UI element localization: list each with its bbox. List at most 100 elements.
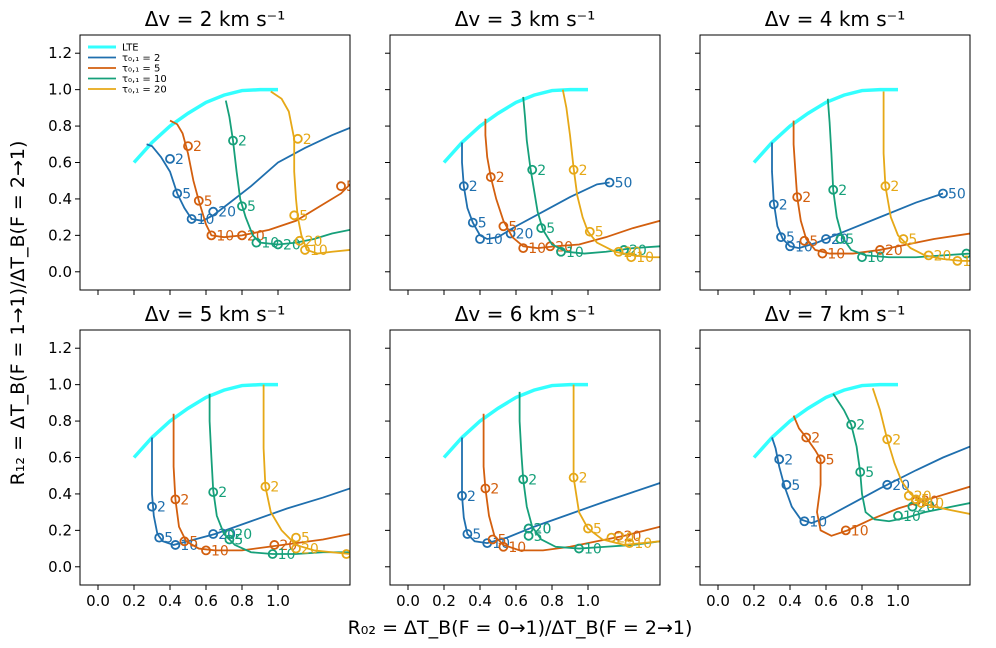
tau10-marker — [536, 223, 547, 233]
x-tick-label: 0.8 — [850, 592, 874, 610]
tau20-marker-label: 2 — [890, 179, 899, 195]
tau2-marker — [165, 153, 175, 164]
y-tick-label: 0.8 — [48, 117, 72, 135]
tau5-marker-label: 5 — [809, 234, 818, 250]
tau2-marker-label: 5 — [786, 230, 795, 246]
tau20-marker-label: 10 — [351, 547, 369, 563]
tau2-marker — [154, 532, 165, 543]
y-tick-label: 1.0 — [48, 81, 72, 99]
tau5-marker-label: 2 — [490, 481, 499, 497]
tau5-marker — [193, 195, 204, 206]
tau20-marker — [606, 532, 617, 543]
tau5-marker — [201, 545, 211, 556]
tau2-marker — [785, 241, 795, 252]
tau2-line — [461, 142, 610, 240]
lte-line — [132, 382, 278, 459]
tau10-marker — [518, 474, 529, 485]
y-tick-label: 0.0 — [48, 263, 72, 281]
legend-label: LTE — [122, 43, 139, 54]
tau5-marker-label: 20 — [885, 243, 903, 259]
tau20-marker — [291, 532, 301, 543]
y-tick-label: 0.8 — [48, 412, 72, 430]
tau2-marker — [186, 214, 197, 224]
lte-line — [752, 382, 898, 459]
tau20-marker-label: 5 — [593, 522, 602, 538]
tau10-marker — [828, 184, 839, 195]
y-tick-label: 0.4 — [48, 485, 72, 503]
tau20-marker-label: 2 — [303, 132, 312, 148]
legend-label: τ₀,₁ = 20 — [122, 85, 167, 96]
tau10-marker-label: 2 — [856, 418, 865, 434]
tau20-marker — [613, 246, 624, 257]
tau10-marker — [846, 419, 857, 430]
tau20-marker-label: 20 — [914, 489, 932, 505]
x-tick-label: 0.2 — [432, 592, 456, 610]
tau20-marker — [952, 255, 963, 266]
tau2-marker — [781, 479, 792, 490]
tau2-marker — [604, 177, 615, 188]
tau20-marker — [289, 210, 300, 221]
tau5-marker — [170, 494, 181, 505]
tau10-marker — [893, 510, 903, 521]
tau10-line — [208, 393, 350, 555]
subplot-title: Δv = 5 km s⁻¹ — [145, 302, 286, 326]
subplot-title: Δv = 6 km s⁻¹ — [455, 302, 596, 326]
tau5-marker-label: 10 — [528, 241, 546, 257]
tau2-marker — [147, 501, 157, 512]
tau10-marker-label: 5 — [534, 529, 543, 545]
tau5-line — [482, 413, 660, 552]
tau5-marker-label: 2 — [193, 139, 202, 155]
tau2-marker-label: 2 — [467, 489, 476, 505]
tau10-line — [832, 393, 970, 523]
tau5-marker — [498, 221, 509, 232]
tau5-marker — [336, 181, 346, 192]
tau2-marker-label: 50 — [948, 186, 966, 202]
tau20-marker — [292, 133, 303, 144]
tau20-marker-label: 5 — [299, 208, 308, 224]
tau20-marker-label: 5 — [595, 225, 604, 241]
tau10-marker-label: 10 — [278, 547, 296, 563]
tau10-marker-label: 5 — [247, 199, 256, 215]
tau20-line — [561, 89, 660, 259]
tau2-marker-label: 5 — [472, 527, 481, 543]
tau10-marker-label: 10 — [566, 245, 584, 261]
x-axis-label: R₀₂ = ΔT_B(F = 0→1)/ΔT_B(F = 2→1) — [348, 617, 693, 639]
tau2-marker-label: 5 — [791, 478, 800, 494]
subplot-6: Δv = 7 km s⁻¹2510202510202510202510200.0… — [695, 302, 971, 610]
tau10-line — [826, 98, 970, 259]
x-tick-label: 0.8 — [540, 592, 564, 610]
tau20-marker — [898, 234, 909, 244]
tau10-marker-label: 20 — [234, 527, 252, 543]
tau10-marker — [228, 135, 238, 146]
tau10-line — [224, 100, 350, 246]
tau2-marker — [938, 188, 948, 199]
tau5-marker — [480, 483, 491, 494]
tau10-line — [518, 391, 660, 550]
tau5-line — [484, 118, 660, 250]
lte-line — [442, 382, 588, 459]
subplot-frame — [699, 329, 971, 586]
lte-line — [132, 87, 278, 164]
tau5-marker — [485, 172, 496, 182]
tau10-marker-label: 10 — [867, 250, 885, 266]
tau5-line — [169, 119, 350, 239]
tau10-marker — [251, 237, 262, 248]
x-tick-label: 0.4 — [468, 592, 492, 610]
tau20-marker — [341, 549, 350, 559]
tau10-marker — [855, 467, 866, 477]
tau5-marker-label: 10 — [211, 543, 229, 559]
tau10-marker-label: 10 — [584, 542, 602, 558]
tau2-marker-label: 2 — [469, 179, 478, 195]
tau5-marker-label: 5 — [508, 219, 517, 235]
tau20-marker-label: 5 — [908, 232, 917, 248]
legend-label: τ₀,₁ = 2 — [122, 53, 160, 64]
tau5-marker-label: 5 — [204, 194, 213, 210]
tau20-marker — [568, 164, 579, 175]
tau5-marker — [801, 432, 812, 443]
subplot-title: Δv = 2 km s⁻¹ — [145, 7, 286, 31]
tau10-marker-label: 5 — [234, 532, 243, 548]
tau20-marker-label: 20 — [305, 234, 323, 250]
